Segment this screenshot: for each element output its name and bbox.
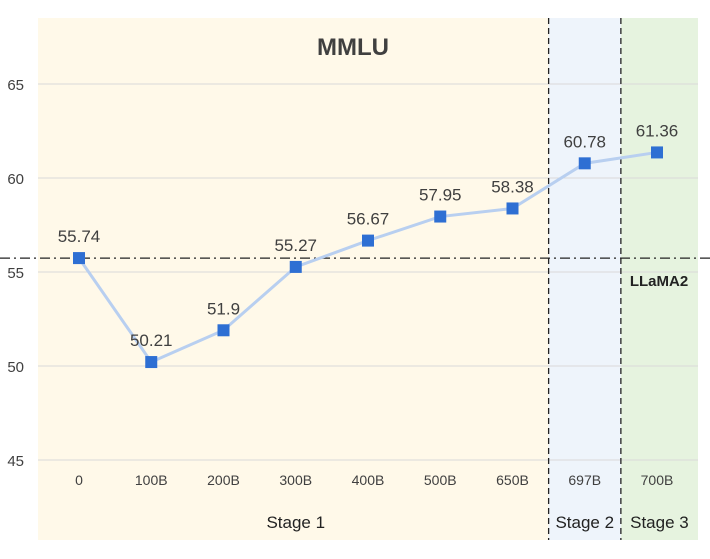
- data-label: 58.38: [491, 177, 534, 196]
- data-point: [434, 210, 447, 223]
- series-line-group: 55.74 50.21 51.9 55.27 56.67 57.95 58.38 60.78 6…: [58, 121, 679, 369]
- data-label: 60.78: [563, 132, 606, 151]
- x-tick-label: 700B: [641, 472, 674, 488]
- stage-label-2: Stage 2: [555, 513, 614, 532]
- data-point: [217, 324, 230, 337]
- chart-title: MMLU: [317, 34, 389, 61]
- y-tick-label: 55: [7, 265, 24, 282]
- data-label: 50.21: [130, 331, 173, 350]
- baseline-label: LLaMA2: [630, 273, 688, 290]
- stage-labels: Stage 1 Stage 2 Stage 3: [266, 513, 688, 532]
- y-tick-label: 65: [7, 77, 24, 94]
- x-tick-label: 0: [75, 472, 83, 488]
- y-tick-label: 45: [7, 453, 24, 470]
- y-tick-label: 50: [7, 359, 24, 376]
- data-point: [651, 146, 663, 159]
- stage-dividers: [547, 18, 622, 540]
- stage-label-1: Stage 1: [266, 513, 325, 532]
- stage-label-3: Stage 3: [630, 513, 689, 532]
- y-axis: 45 50 55 60 65: [7, 77, 24, 470]
- x-tick-label: 650B: [496, 472, 529, 488]
- x-tick-label: 300B: [279, 472, 312, 488]
- data-label: 55.74: [58, 227, 101, 246]
- x-tick-label: 100B: [135, 472, 168, 488]
- data-point: [73, 252, 85, 265]
- data-label: 61.36: [636, 121, 679, 140]
- data-point: [289, 260, 302, 273]
- data-label: 51.9: [207, 299, 240, 318]
- data-point: [362, 234, 374, 247]
- data-point: [506, 202, 519, 215]
- stage-band-1: [38, 18, 549, 540]
- stage-band-2: [548, 18, 621, 540]
- x-tick-label: 400B: [352, 472, 385, 488]
- x-tick-label: 500B: [424, 472, 457, 488]
- data-label: 57.95: [419, 186, 462, 205]
- data-label: 56.67: [347, 210, 390, 229]
- stage-bands: [38, 18, 698, 540]
- y-tick-label: 60: [7, 171, 24, 188]
- data-point: [145, 356, 158, 369]
- data-point: [578, 157, 591, 170]
- stage-band-3: [620, 18, 698, 540]
- x-tick-label: 200B: [207, 472, 240, 488]
- baseline-group: LLaMA2: [0, 257, 710, 290]
- data-label: 55.27: [274, 236, 317, 255]
- x-tick-label: 697B: [568, 472, 601, 488]
- x-axis: 0 100B 200B 300B 400B 500B 650B 697B 700B: [75, 472, 673, 488]
